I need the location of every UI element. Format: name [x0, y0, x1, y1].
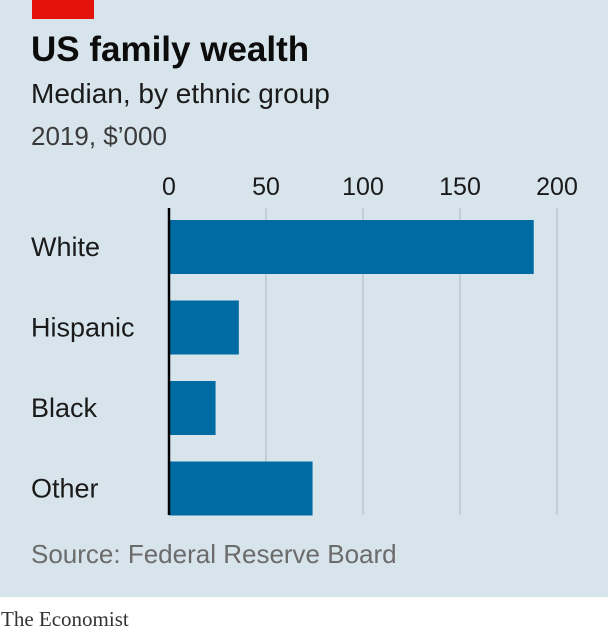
category-label: Black: [31, 393, 98, 423]
brand-red-tab: [32, 0, 94, 19]
chart-panel: US family wealth Median, by ethnic group…: [0, 0, 608, 597]
bar: [169, 300, 239, 355]
chart-subtitle: Median, by ethnic group: [31, 78, 330, 109]
chart-units: 2019, $’000: [31, 121, 167, 151]
x-tick-label: 150: [439, 173, 481, 201]
bar-chart: 0 50 100 150 200 White Hispanic Black Other: [31, 173, 578, 516]
category-label: Hispanic: [31, 313, 135, 343]
bar: [169, 381, 216, 435]
bar: [169, 461, 313, 516]
x-tick-label: 50: [252, 173, 280, 201]
chart-title: US family wealth: [31, 30, 310, 69]
x-tick-label: 0: [162, 173, 176, 201]
category-label: Other: [31, 474, 99, 504]
bar: [169, 220, 534, 274]
x-tick-label: 200: [536, 173, 578, 201]
publisher-brand: The Economist: [1, 607, 129, 631]
x-tick-label: 100: [342, 173, 384, 201]
source-note: Source: Federal Reserve Board: [31, 539, 397, 569]
category-label: White: [31, 232, 100, 262]
